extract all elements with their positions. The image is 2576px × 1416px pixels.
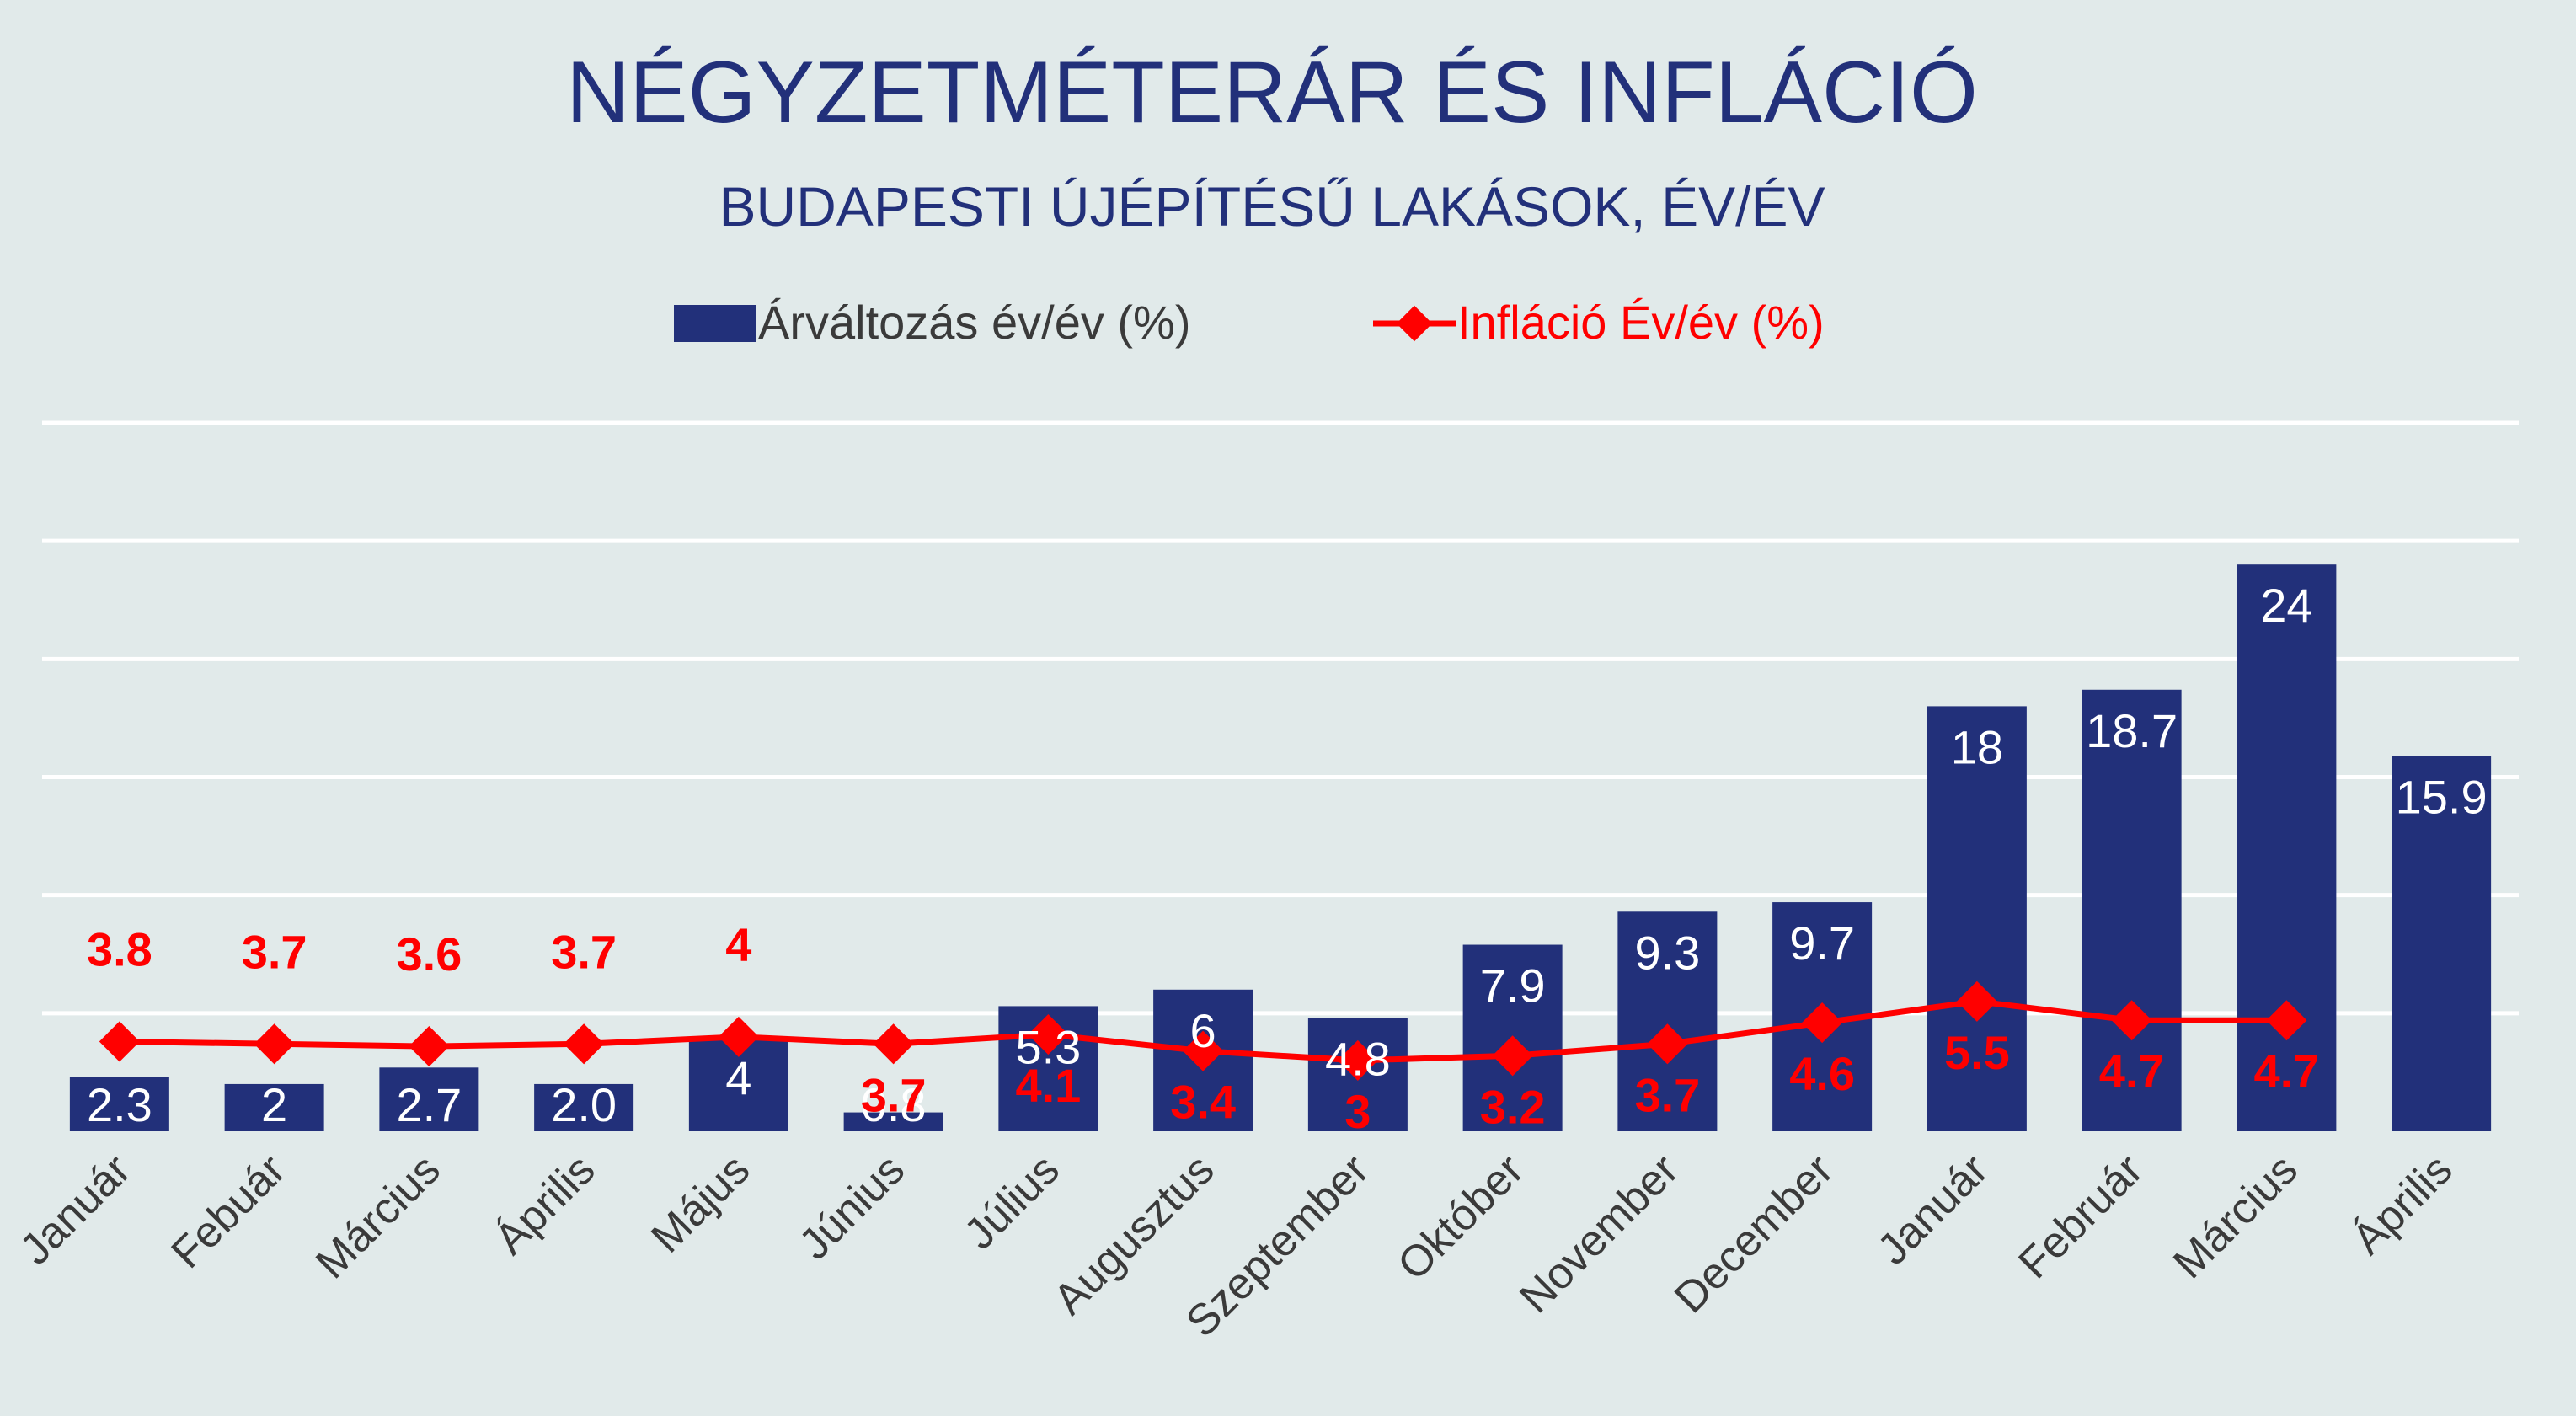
inflation-marker xyxy=(2266,1000,2307,1041)
inflation-data-label: 3.7 xyxy=(861,1068,927,1121)
legend: Árváltozás év/év (%) Infláció Év/év (%) xyxy=(674,296,1825,349)
inflation-marker xyxy=(1956,981,1997,1022)
inflation-data-label: 4.7 xyxy=(2253,1045,2319,1098)
inflation-data-label: 3 xyxy=(1344,1085,1371,1138)
bar-data-label: 2 xyxy=(261,1078,287,1131)
legend-bar-label: Árváltozás év/év (%) xyxy=(758,296,1191,349)
bar xyxy=(69,1077,169,1131)
bar-data-label: 2.3 xyxy=(87,1078,152,1131)
bar-data-label: 6 xyxy=(1190,1004,1216,1057)
bar xyxy=(224,1083,324,1131)
inflation-marker xyxy=(1802,1002,1843,1044)
inflation-data-label: 3.7 xyxy=(1634,1068,1700,1121)
bar-data-label: 18.7 xyxy=(2086,704,2178,757)
chart-subtitle: BUDAPESTI ÚJÉPÍTÉSŰ LAKÁSOK, ÉV/ÉV xyxy=(719,175,1825,238)
legend-line-marker xyxy=(1396,305,1433,342)
bar-data-label: 18 xyxy=(1951,720,2003,773)
bar xyxy=(1617,911,1718,1131)
inflation-data-label: 3.8 xyxy=(87,922,152,975)
inflation-data-label: 4.1 xyxy=(1015,1059,1081,1112)
inflation-data-label: 3.6 xyxy=(396,927,462,981)
bar xyxy=(2392,756,2492,1131)
bar-data-label: 4.8 xyxy=(1325,1032,1391,1085)
inflation-data-label: 3.4 xyxy=(1170,1076,1236,1129)
chart-title: NÉGYZETMÉTERÁR ÉS INFLÁCIÓ xyxy=(566,44,1978,142)
inflation-marker xyxy=(2111,1000,2152,1041)
bar xyxy=(534,1083,634,1131)
bar-data-label: 9.7 xyxy=(1789,916,1855,970)
inflation-data-label: 4.6 xyxy=(1789,1047,1855,1100)
inflation-data-label: 3.7 xyxy=(242,925,307,978)
bar xyxy=(2082,689,2182,1131)
bar xyxy=(1927,706,2027,1131)
legend-line-label: Infláció Év/év (%) xyxy=(1457,296,1825,349)
bar-data-label: 0.8 xyxy=(861,1078,927,1131)
inflation-data-label: 3.7 xyxy=(551,925,617,978)
bar-data-label: 15.9 xyxy=(2396,770,2488,823)
bar-data-label: 4 xyxy=(725,1051,751,1104)
bar xyxy=(379,1067,479,1131)
inflation-data-label: 5.5 xyxy=(1944,1026,2010,1079)
bar-data-label: 24 xyxy=(2260,579,2312,632)
bar xyxy=(843,1112,943,1131)
legend-bar-swatch xyxy=(674,305,756,342)
inflation-data-label: 4.7 xyxy=(2099,1045,2165,1098)
inflation-data-label: 3.2 xyxy=(1480,1080,1546,1133)
bar-data-label: 5.3 xyxy=(1015,1020,1081,1073)
bar-data-label: 2.0 xyxy=(551,1078,617,1131)
bar-data-label: 2.7 xyxy=(396,1078,462,1131)
bar-data-label: 9.3 xyxy=(1634,926,1700,979)
inflation-data-label: 4 xyxy=(725,918,751,971)
bar-data-label: 7.9 xyxy=(1480,959,1546,1013)
